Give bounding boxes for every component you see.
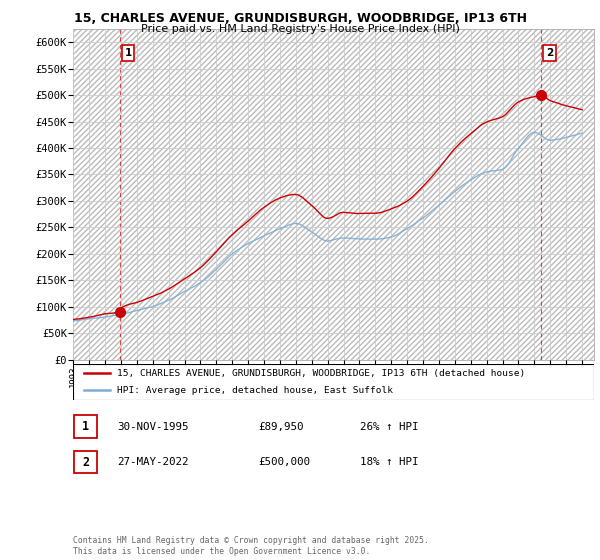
Text: 2: 2	[82, 455, 89, 469]
Text: 1: 1	[82, 420, 89, 433]
FancyBboxPatch shape	[74, 416, 97, 438]
FancyBboxPatch shape	[74, 451, 97, 473]
Text: 1: 1	[124, 48, 131, 58]
Text: HPI: Average price, detached house, East Suffolk: HPI: Average price, detached house, East…	[118, 386, 394, 395]
Text: £89,950: £89,950	[258, 422, 304, 432]
Text: £500,000: £500,000	[258, 457, 310, 467]
Bar	[73, 29, 594, 360]
Text: Price paid vs. HM Land Registry's House Price Index (HPI): Price paid vs. HM Land Registry's House …	[140, 24, 460, 34]
FancyBboxPatch shape	[73, 364, 594, 400]
Text: 15, CHARLES AVENUE, GRUNDISBURGH, WOODBRIDGE, IP13 6TH: 15, CHARLES AVENUE, GRUNDISBURGH, WOODBR…	[74, 12, 527, 25]
Text: 15, CHARLES AVENUE, GRUNDISBURGH, WOODBRIDGE, IP13 6TH (detached house): 15, CHARLES AVENUE, GRUNDISBURGH, WOODBR…	[118, 368, 526, 377]
Text: 26% ↑ HPI: 26% ↑ HPI	[360, 422, 419, 432]
Text: 30-NOV-1995: 30-NOV-1995	[117, 422, 188, 432]
Text: 18% ↑ HPI: 18% ↑ HPI	[360, 457, 419, 467]
Text: Contains HM Land Registry data © Crown copyright and database right 2025.
This d: Contains HM Land Registry data © Crown c…	[73, 536, 429, 556]
Text: 2: 2	[545, 48, 553, 58]
Text: 27-MAY-2022: 27-MAY-2022	[117, 457, 188, 467]
